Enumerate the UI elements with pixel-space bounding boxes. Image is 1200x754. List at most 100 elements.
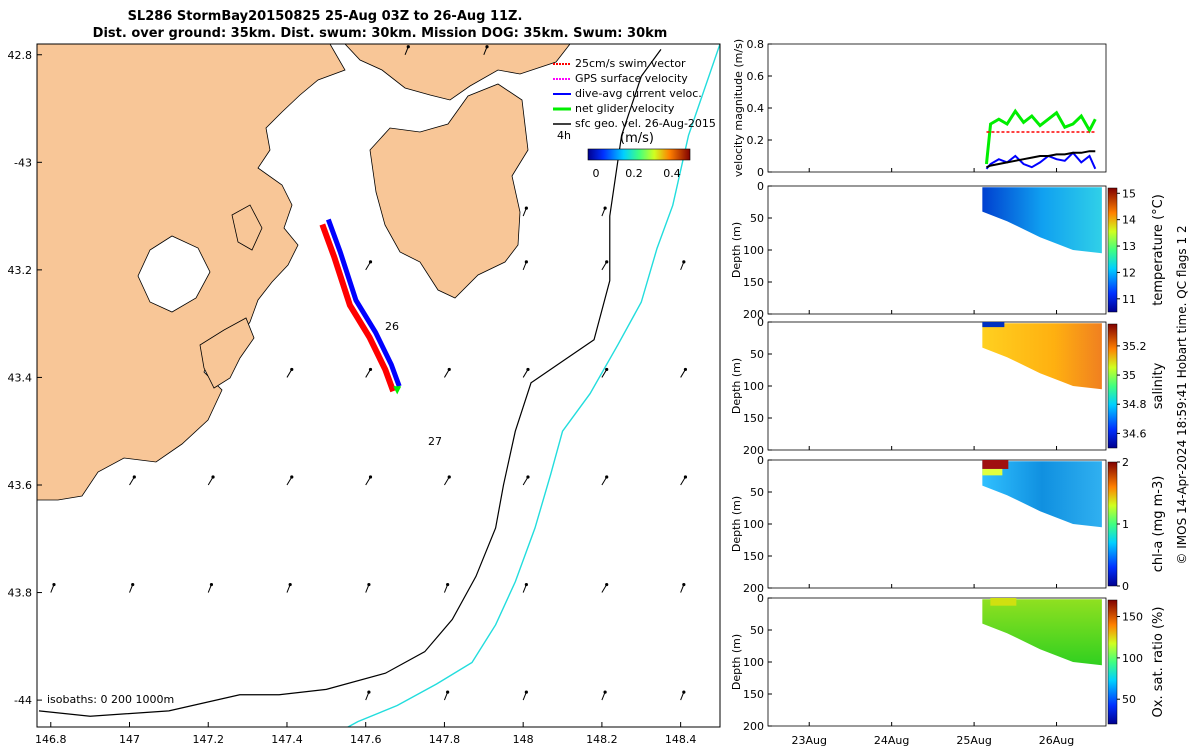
geo-vector-head — [526, 475, 530, 479]
salinity-surface-patch — [982, 322, 1005, 328]
speed-colorbar — [587, 148, 691, 161]
isobath-1000m — [346, 44, 720, 727]
isobath-lines — [38, 44, 720, 727]
geo-vector-head — [368, 475, 373, 479]
map-ytick-label: 43.2 — [8, 264, 33, 277]
glider-track — [319, 218, 402, 395]
time-xtick-label: 23Aug — [791, 734, 826, 747]
temperature-colorbar-label: temperature (°C) — [1151, 194, 1166, 306]
oxygen-cb-tick-label: 50 — [1122, 693, 1136, 706]
geo-vector-head — [209, 582, 214, 587]
time-series-panels: 0 0.2 0.4 0.6 0.8 velocity magnitude (m/s) 0… — [730, 38, 1166, 747]
salinity-cb-tick-label: 35 — [1122, 369, 1136, 382]
velocity-ytick-label: 0.6 — [747, 70, 765, 83]
geo-vector-head — [447, 475, 451, 479]
time-xtick-label: 25Aug — [956, 734, 991, 747]
swim-vector-track — [319, 223, 397, 393]
day-label-27: 27 — [428, 435, 442, 448]
geo-vector-head — [368, 260, 373, 264]
chla-surface-patch — [982, 460, 1009, 469]
chla-ytick-label: 200 — [743, 582, 764, 595]
chla-section — [982, 461, 1102, 528]
temperature-cb-tick-label: 14 — [1122, 214, 1136, 227]
geo-vector-head — [367, 690, 371, 694]
geo-vector-head — [682, 260, 686, 264]
temperature-section — [982, 187, 1102, 254]
chla-ylabel: Depth (m) — [730, 496, 743, 552]
salinity-ylabel: Depth (m) — [730, 358, 743, 414]
velocity-ytick-label: 0.8 — [747, 38, 765, 51]
chla-ytick-label: 100 — [743, 518, 764, 531]
colorbar-tick-0: 0 — [593, 167, 600, 180]
velocity-ytick-label: 0 — [757, 166, 764, 179]
temperature-ytick-label: 150 — [743, 276, 764, 289]
geo-vector-head — [682, 690, 686, 694]
land-north-east — [344, 44, 571, 101]
temperature-cb-tick-label: 11 — [1122, 293, 1136, 306]
figure-title-line1: SL286 StormBay20150825 25-Aug 03Z to 26-… — [128, 9, 523, 24]
temperature-ytick-label: 50 — [750, 212, 764, 225]
oxygen-ytick-label: 0 — [757, 592, 764, 605]
map-xtick-label: 147.6 — [350, 733, 382, 746]
legend-dive-label: dive-avg current veloc. — [575, 87, 702, 100]
map-ticks: 146.8 147 147.2 147.4 147.6 147.8 148 148.2 148.… — [8, 49, 697, 746]
geo-vector-head — [682, 582, 686, 587]
map-ytick-label: 43.6 — [8, 479, 33, 492]
map-xtick-label: 148.2 — [586, 733, 618, 746]
velocity-ytick-label: 0.2 — [747, 134, 765, 147]
velocity-series-line — [986, 150, 1096, 169]
net-glider-marker — [393, 385, 402, 395]
chla-ytick-label: 50 — [750, 486, 764, 499]
map-xtick-label: 147.8 — [429, 733, 461, 746]
chla-cb-tick-label: 0 — [1122, 580, 1129, 593]
temperature-cb-tick-label: 15 — [1122, 187, 1136, 200]
dive-avg-track — [325, 218, 402, 388]
salinity-panel: 0 50 100 150 200 Depth (m) 35.2 35 34.8 34.6 salin… — [730, 316, 1166, 457]
temperature-panel: 0 50 100 150 200 Depth (m) 15 14 13 12 11 temperatu… — [730, 180, 1166, 321]
temperature-cb-tick-label: 13 — [1122, 240, 1136, 253]
geo-vector-head — [446, 582, 450, 587]
geo-vector-head — [288, 582, 292, 587]
map-xtick-label: 147.2 — [192, 733, 224, 746]
geo-vector-head — [605, 582, 609, 587]
geo-vector-head — [368, 367, 373, 372]
time-xtick-label: 24Aug — [874, 734, 909, 747]
salinity-ytick-label: 200 — [743, 444, 764, 457]
oxygen-ytick-label: 100 — [743, 656, 764, 669]
day-label-26: 26 — [385, 320, 399, 333]
oxygen-cb-tick-label: 150 — [1122, 611, 1143, 624]
chla-cb-tick-label: 2 — [1122, 456, 1129, 469]
geo-vector-head — [526, 367, 530, 372]
map-panel: 146.8 147 147.2 147.4 147.6 147.8 148 148.2 148.… — [8, 43, 721, 746]
geo-vector-head — [290, 367, 294, 372]
geo-vector-head — [131, 582, 135, 587]
geo-vector-head — [211, 475, 215, 479]
geo-velocity-vectors — [50, 45, 688, 701]
land-south-peninsula — [199, 317, 255, 389]
salinity-cb-tick-label: 35.2 — [1122, 340, 1147, 353]
salinity-ytick-label: 100 — [743, 380, 764, 393]
salinity-colorbar-label: salinity — [1151, 362, 1166, 409]
oxygen-ylabel: Depth (m) — [730, 634, 743, 690]
map-xtick-label: 148 — [513, 733, 534, 746]
colorbar-tick-2: 0.4 — [663, 167, 681, 180]
chla-subsurface-patch — [982, 468, 1003, 476]
map-ytick-label: -44 — [14, 694, 32, 707]
map-ytick-label: -43 — [14, 156, 32, 169]
geo-vector-head — [406, 45, 410, 49]
temperature-ytick-label: 100 — [743, 244, 764, 257]
isobath-label: isobaths: 0 200 1000m — [47, 693, 174, 706]
temperature-axes — [767, 185, 1107, 315]
geo-vector-head — [683, 475, 688, 479]
geo-vector-head — [603, 206, 607, 210]
velocity-series-line — [984, 108, 1097, 165]
temperature-colorbar — [1107, 187, 1118, 313]
velocity-ytick-label: 0.4 — [747, 102, 765, 115]
oxygen-surface-patch — [990, 598, 1017, 606]
colorbar-unit-label: (m/s) — [620, 131, 654, 146]
oxygen-section — [982, 599, 1102, 666]
map-ytick-label: 43.8 — [8, 587, 33, 600]
geo-vector-head — [485, 45, 489, 49]
